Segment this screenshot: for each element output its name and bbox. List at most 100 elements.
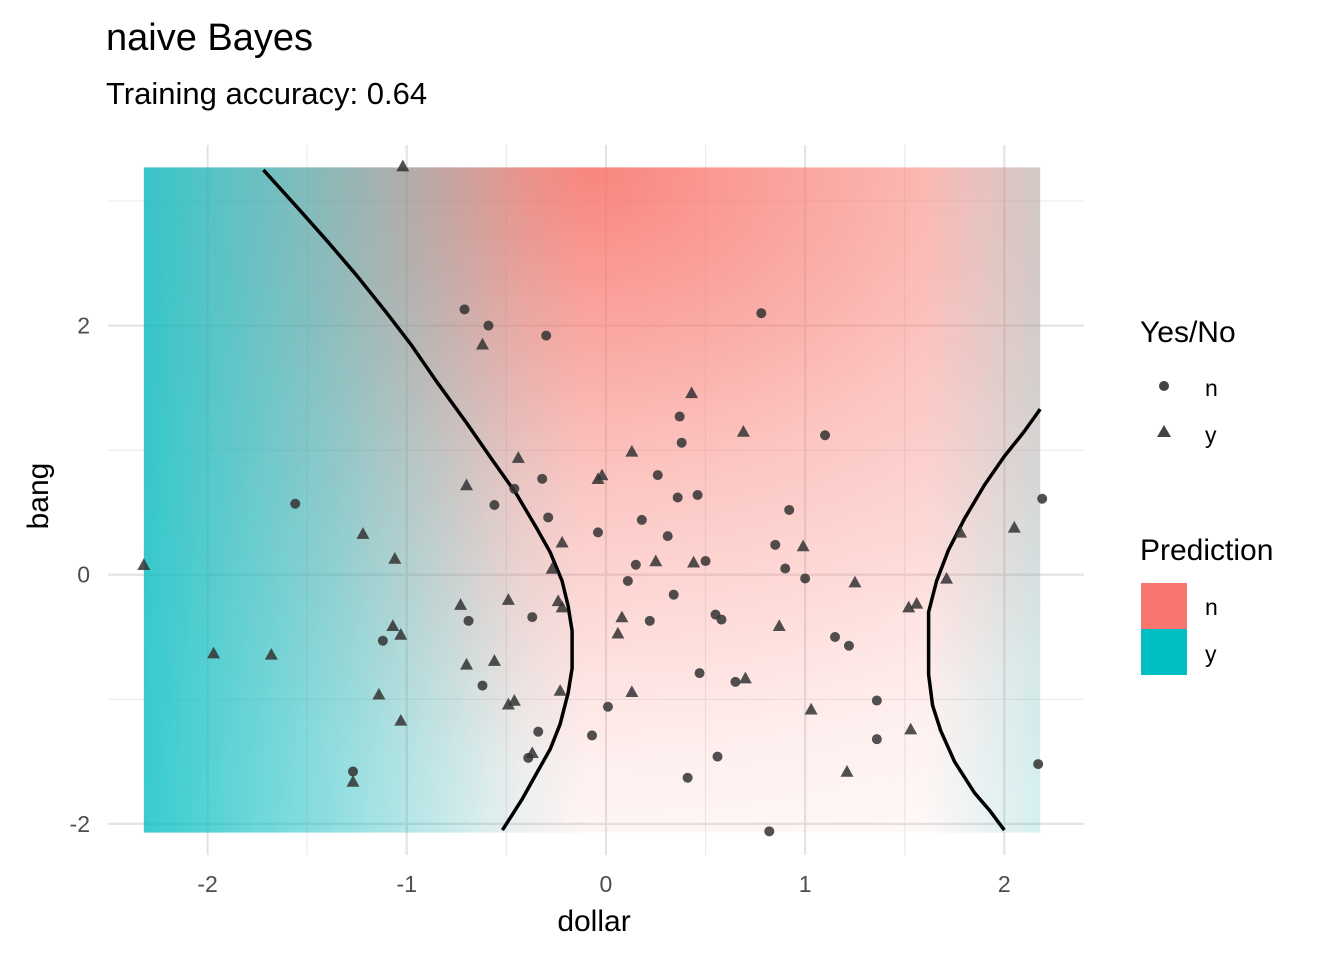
point-y: [902, 600, 916, 613]
point-n: [682, 772, 693, 783]
point-n: [830, 632, 841, 643]
point-y: [736, 424, 750, 437]
point-n: [290, 498, 301, 509]
point-y: [525, 746, 539, 759]
point-y: [545, 562, 559, 574]
point-y: [460, 657, 474, 670]
point-y: [511, 451, 525, 463]
point-n: [463, 615, 474, 626]
x-tick-label: 0: [600, 871, 613, 897]
point-n: [636, 514, 647, 525]
series-n: [290, 304, 1048, 837]
point-n: [800, 573, 811, 584]
legend-label-n: n: [1205, 375, 1218, 401]
point-y: [394, 713, 408, 726]
point-n: [543, 512, 554, 523]
point-n: [622, 575, 633, 586]
point-y: [501, 697, 515, 710]
point-n: [527, 612, 538, 623]
point-y: [396, 159, 410, 172]
point-n: [533, 726, 544, 737]
point-y: [507, 694, 521, 706]
x-axis-title: dollar: [557, 905, 630, 938]
point-n: [694, 668, 705, 679]
point-n: [459, 304, 470, 315]
y-axis-title: bang: [22, 463, 55, 530]
point-y: [611, 626, 625, 639]
point-n: [672, 492, 683, 503]
legend-fill-label-n: n: [1205, 594, 1218, 620]
point-y: [625, 685, 639, 698]
tick-labels: -2 -1 0 1 2 -2 0 2: [70, 313, 1011, 897]
point-y: [386, 619, 400, 632]
point-n: [1033, 759, 1044, 770]
point-n: [347, 766, 358, 777]
point-y: [555, 600, 569, 613]
series-y: [137, 159, 1021, 787]
legend-swatch-n: [1141, 583, 1187, 629]
fill-legend-title: Prediction: [1140, 534, 1273, 567]
point-y: [687, 555, 701, 568]
legend-label-y: y: [1205, 422, 1217, 448]
point-y: [394, 628, 408, 640]
point-n: [509, 483, 520, 494]
point-y: [615, 610, 629, 623]
point-n: [784, 504, 795, 515]
x-tick-label: -2: [197, 871, 217, 897]
point-y: [207, 646, 221, 659]
point-n: [602, 701, 613, 712]
point-y: [372, 687, 386, 700]
point-y: [595, 468, 609, 481]
point-n: [843, 640, 854, 651]
point-n: [700, 556, 711, 567]
point-y: [487, 654, 501, 666]
point-n: [662, 531, 673, 542]
point-y: [954, 525, 968, 538]
point-n: [377, 635, 388, 646]
x-tick-label: 2: [998, 871, 1011, 897]
point-y: [454, 598, 468, 610]
point-y: [804, 702, 818, 715]
legend-swatch-y: [1141, 629, 1187, 675]
chart-subtitle: Training accuracy: 0.64: [106, 76, 427, 111]
chart-title: naive Bayes: [106, 17, 313, 59]
legend-circle-marker: [1159, 381, 1169, 391]
point-y: [625, 444, 639, 457]
point-y: [1007, 520, 1021, 533]
point-y: [356, 527, 370, 539]
point-y: [555, 535, 569, 548]
point-y: [264, 647, 278, 660]
point-y: [738, 671, 752, 684]
point-n: [780, 563, 791, 574]
point-y: [904, 722, 918, 735]
point-n: [820, 430, 831, 441]
point-y: [501, 593, 515, 605]
point-n: [770, 539, 781, 550]
point-n: [668, 589, 679, 600]
point-n: [630, 559, 641, 570]
x-tick-label: 1: [799, 871, 812, 897]
point-n: [587, 730, 598, 741]
point-y: [475, 337, 489, 350]
point-y: [910, 596, 924, 609]
point-n: [541, 330, 552, 341]
point-n: [756, 308, 767, 319]
point-n: [764, 826, 775, 837]
legend-triangle-marker: [1157, 425, 1171, 437]
point-n: [592, 527, 603, 538]
point-y: [649, 554, 663, 567]
point-n: [716, 614, 727, 625]
point-y: [848, 575, 862, 588]
point-y: [460, 478, 474, 491]
point-y: [553, 684, 567, 696]
point-n: [477, 680, 488, 691]
point-y: [346, 775, 360, 787]
point-n: [676, 437, 687, 448]
point-n: [730, 676, 741, 687]
y-tick-label: 2: [77, 313, 90, 339]
point-y: [840, 765, 854, 777]
shape-legend-title: Yes/No: [1140, 316, 1236, 349]
point-n: [483, 320, 494, 331]
legend-fill-label-y: y: [1205, 641, 1217, 667]
